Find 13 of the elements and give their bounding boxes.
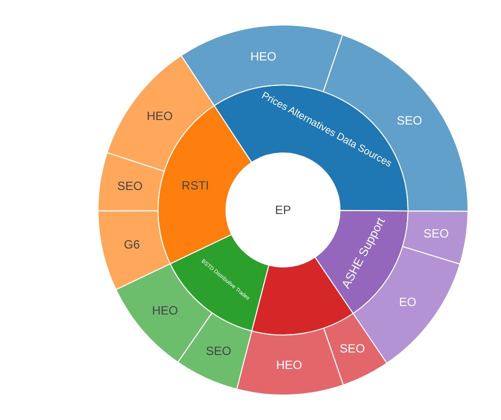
- slice-label: EO: [399, 295, 416, 310]
- slice-label: HEO: [146, 108, 173, 123]
- slice-label: SEO: [396, 113, 422, 128]
- slice-label: HEO: [250, 49, 276, 64]
- slice-label: SEO: [206, 344, 232, 358]
- text: EP: [274, 203, 292, 217]
- slice-label: RSTI: [182, 178, 210, 193]
- slice-label: HEO: [276, 358, 302, 372]
- slice-label: HEO: [152, 304, 178, 318]
- slice-label: SEO: [424, 226, 449, 240]
- slice-label: SEO: [340, 342, 365, 356]
- slice-label: G6: [124, 238, 140, 252]
- slice-label: SEO: [117, 179, 143, 194]
